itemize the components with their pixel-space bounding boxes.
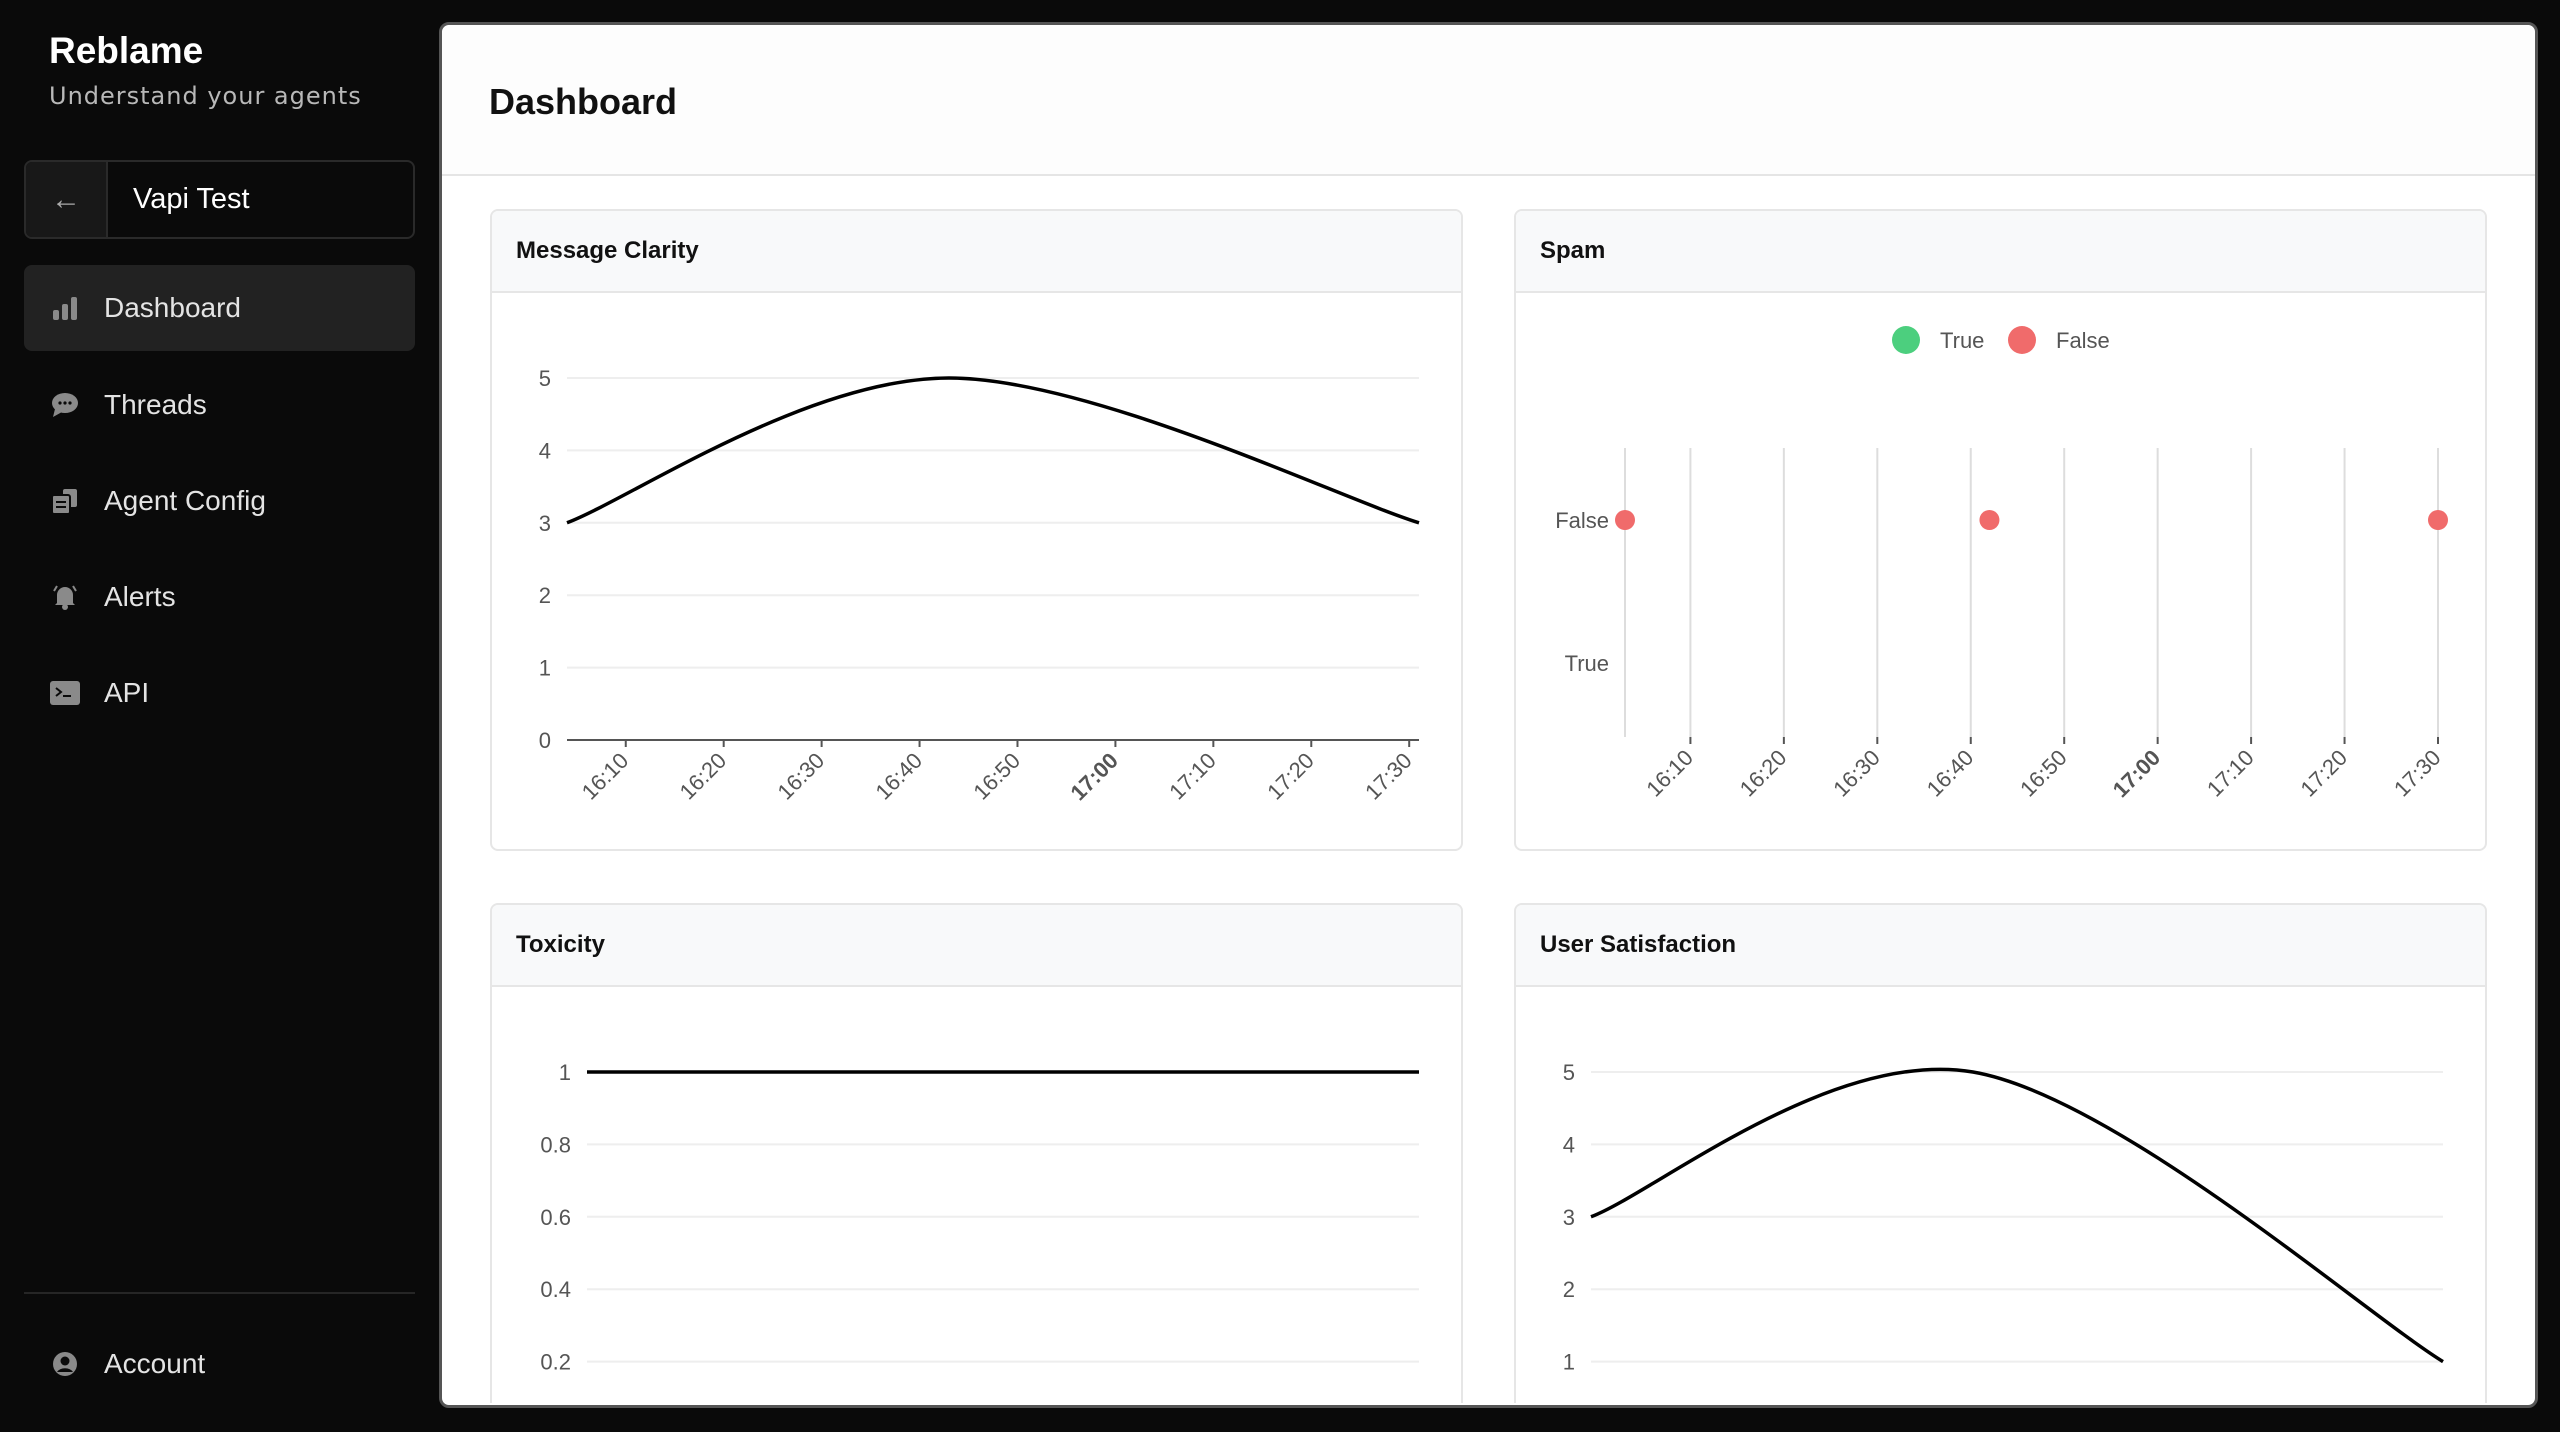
page-title: Dashboard (489, 81, 678, 122)
x-tick-label: 16:50 (2015, 745, 2072, 802)
arrow-left-icon: ← (51, 182, 81, 216)
x-tick-label: 16:30 (1828, 745, 1885, 802)
user-satisfaction-card: User Satisfaction 1 2 3 4 5 (1514, 903, 2487, 1403)
sidebar: Reblame Understand your agents ← Vapi Te… (0, 0, 439, 1432)
sidebar-divider (24, 1292, 415, 1294)
y-tick-label: 2 (1563, 1277, 1575, 1302)
user-satisfaction-chart: 1 2 3 4 5 (1563, 1060, 2444, 1375)
series-line (566, 376, 1420, 525)
toxicity-chart: 0.2 0.4 0.6 0.8 1 (540, 1060, 1419, 1375)
toxicity-card: Toxicity 0.2 0.4 0.6 0.8 1 (490, 903, 1463, 1403)
sidebar-item-alerts[interactable]: Alerts (24, 554, 415, 640)
x-tick-label: 17:20 (1262, 748, 1319, 805)
y-tick-label: 0.6 (540, 1205, 571, 1230)
card-title: Toxicity (492, 905, 1461, 987)
sidebar-item-label: Alerts (104, 581, 176, 612)
back-button[interactable]: ← (26, 162, 108, 237)
sidebar-item-threads[interactable]: Threads (24, 362, 415, 448)
x-tick-label: 16:30 (773, 748, 830, 805)
x-tick-label: 16:20 (675, 748, 732, 805)
y-tick-label: True (1565, 651, 1609, 676)
card-title: User Satisfaction (1516, 905, 2485, 987)
x-tick-label: 16:10 (577, 748, 634, 805)
sidebar-item-agent-config[interactable]: Agent Config (24, 458, 415, 544)
data-point (1615, 510, 1635, 530)
legend-label: True (1940, 328, 1984, 353)
y-tick-label: 0.8 (540, 1132, 571, 1157)
chat-bubble-icon (50, 390, 80, 420)
brand-tagline: Understand your agents (49, 82, 362, 110)
data-point (2428, 510, 2448, 530)
sidebar-item-api[interactable]: API (24, 650, 415, 736)
bell-icon (50, 582, 80, 612)
y-tick-label: 2 (539, 583, 551, 608)
x-tick-label: 17:10 (2202, 745, 2259, 802)
sidebar-item-label: API (104, 677, 150, 708)
y-tick-label: 0.2 (540, 1350, 571, 1375)
y-tick-label: 4 (1563, 1132, 1575, 1157)
legend-marker (1892, 326, 1920, 354)
y-tick-label: 0.4 (540, 1277, 571, 1302)
card-title: Spam (1516, 211, 2485, 293)
message-clarity-card: Message Clarity 0 1 2 3 4 5 16:10 16:20 16:30 16:… (490, 209, 1463, 851)
message-clarity-chart: 0 1 2 3 4 5 16:10 16:20 16:30 16:40 16:50 17:00 17:1… (539, 366, 1420, 805)
y-tick-label: 5 (539, 366, 551, 391)
series-line (1590, 1067, 2444, 1364)
y-tick-label: False (1555, 508, 1609, 533)
brand-name: Reblame (49, 30, 204, 71)
x-tick-label: 16:20 (1735, 745, 1792, 802)
bar-chart-icon (50, 293, 80, 323)
sidebar-item-label: Threads (104, 389, 207, 420)
sidebar-item-label: Dashboard (104, 292, 241, 323)
x-tick-label: 16:40 (1922, 745, 1979, 802)
legend-label: False (2056, 328, 2110, 353)
sidebar-item-label: Agent Config (104, 485, 266, 516)
y-tick-label: 1 (539, 656, 551, 681)
data-point (1979, 510, 2000, 530)
spam-chart: True False 16:10 16:20 16:30 16:40 16:50 17:00 1… (1555, 326, 2448, 802)
x-tick-label: 16:10 (1641, 745, 1698, 802)
project-name: Vapi Test (133, 183, 250, 215)
spam-card: Spam True False 16:10 16:20 16:30 16:40 16:50 1… (1514, 209, 2487, 851)
legend-marker (2008, 326, 2036, 354)
sidebar-item-dashboard[interactable]: Dashboard (24, 265, 415, 351)
y-tick-label: 1 (1563, 1350, 1575, 1375)
x-tick-label: 17:00 (2108, 745, 2165, 802)
y-tick-label: 3 (1563, 1205, 1575, 1230)
terminal-icon (50, 678, 80, 708)
page-header: Dashboard (442, 25, 2535, 176)
x-tick-label: 17:10 (1164, 748, 1221, 805)
x-tick-label: 17:30 (1360, 748, 1417, 805)
sidebar-item-account[interactable]: Account (24, 1321, 415, 1407)
x-tick-label: 16:50 (968, 748, 1025, 805)
x-tick-label: 17:20 (2295, 745, 2352, 802)
y-tick-label: 1 (559, 1060, 571, 1085)
x-tick-label: 17:30 (2389, 745, 2446, 802)
sidebar-item-label: Account (104, 1348, 206, 1379)
y-tick-label: 5 (1563, 1060, 1575, 1085)
card-title: Message Clarity (492, 211, 1461, 293)
y-tick-label: 3 (539, 511, 551, 536)
y-tick-label: 4 (539, 438, 551, 463)
user-circle-icon (50, 1349, 80, 1379)
x-tick-label: 16:40 (870, 748, 927, 805)
documents-icon (50, 486, 80, 516)
y-tick-label: 0 (539, 728, 551, 753)
project-selector: ← Vapi Test (24, 160, 415, 239)
main-panel: Dashboard Message Clarity 0 1 2 3 4 5 16:10 16:… (439, 22, 2538, 1408)
x-tick-label: 17:00 (1065, 748, 1122, 805)
